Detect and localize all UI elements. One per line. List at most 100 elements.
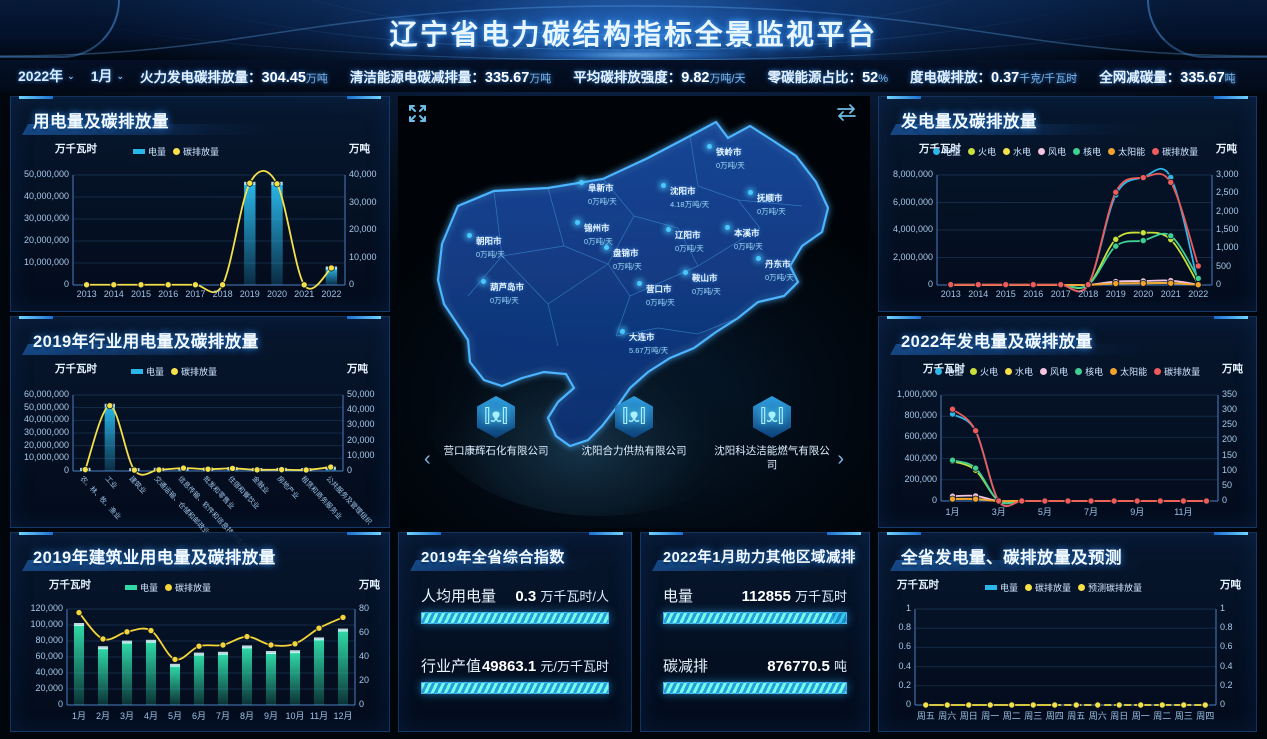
legend-swatch: [1025, 584, 1033, 591]
x-axis-label: 周四: [1196, 711, 1215, 721]
legend-item[interactable]: 碳排放量: [173, 145, 219, 158]
x-axis-label: 2016: [158, 289, 179, 299]
map-city-14[interactable]: 大连市 5.67万吨/天: [620, 327, 668, 356]
idx-label: 碳减排: [663, 658, 709, 675]
y2-axis-tick: 60: [359, 627, 370, 637]
panel-title-generation-2022: 2022年发电量及碳排放量: [879, 323, 1256, 357]
legend-label: 火电: [978, 147, 997, 157]
y-axis-tick: 40,000,000: [23, 414, 69, 425]
company-item-2[interactable]: ⫿ᴥ⫿ 沈阳合力供热有限公司: [574, 396, 694, 472]
legend-label: 碳排放量: [181, 367, 218, 377]
legend-item[interactable]: 电量: [133, 145, 166, 158]
y2-axis-tick: 20,000: [347, 434, 375, 445]
map-city-2[interactable]: 阜新市 0万吨/天: [579, 178, 617, 207]
legend-swatch: [1108, 148, 1116, 155]
y2-axis-unit: 万吨: [347, 363, 368, 375]
swap-icon[interactable]: [837, 104, 856, 121]
y2-axis-tick: 20,000: [349, 224, 377, 234]
carousel-next-button[interactable]: ›: [837, 448, 844, 470]
app-header: 辽宁省电力碳结构指标全景监视平台: [0, 0, 1267, 60]
legend-item[interactable]: 太阳能: [1108, 145, 1145, 158]
carousel-prev-button[interactable]: ‹: [424, 448, 431, 470]
legend-item[interactable]: 电量: [985, 581, 1018, 594]
idx-value: 0.3 万千瓦时/人: [515, 588, 609, 605]
legend-item[interactable]: 风电: [1038, 145, 1066, 158]
y2-axis-tick: 250: [1222, 419, 1238, 430]
legend-item[interactable]: 碳排放量: [171, 365, 217, 378]
map-city-8[interactable]: 本溪市 0万吨/天: [725, 223, 763, 252]
legend-label: 电量: [140, 583, 159, 593]
chart-consumption: 万千瓦时 万吨 0 10,000,000 20,000,000 30,000,000 40,…: [11, 137, 389, 307]
month-value: 1月: [90, 68, 113, 84]
chart-svg: [940, 394, 1219, 508]
y2-axis-tick: 0: [359, 699, 365, 709]
y-axis-tick: 100,000: [30, 619, 63, 629]
y2-axis-tick: 150: [1222, 449, 1238, 460]
legend-item[interactable]: 碳排放量: [1154, 365, 1200, 378]
y-axis-tick: 2,000,000: [892, 251, 933, 262]
legend-item[interactable]: 核电: [1073, 145, 1101, 158]
year-selector[interactable]: 2022年 ⌄: [18, 66, 75, 86]
map-city-3[interactable]: 沈阳市 4.18万吨/天: [661, 181, 710, 210]
legend-swatch: [1075, 368, 1083, 375]
y2-axis-tick: 1: [1220, 603, 1226, 613]
map-city-5[interactable]: 朝阳市 0万吨/天: [467, 231, 505, 260]
company-item-1[interactable]: ⫿ᴥ⫿ 营口康辉石化有限公司: [436, 396, 556, 472]
x-axis-label: 2020: [266, 289, 288, 299]
map-city-12[interactable]: 葫芦岛市 0万吨/天: [481, 277, 524, 306]
fullscreen-icon[interactable]: [408, 104, 427, 123]
y-axis-tick: 800,000: [904, 410, 937, 421]
legend-item[interactable]: 核电: [1075, 365, 1103, 378]
legend-swatch: [1078, 584, 1086, 591]
kpi-value: 335.67: [1180, 70, 1225, 86]
legend-swatch: [131, 369, 143, 374]
legend-swatch: [1152, 148, 1160, 155]
x-axis-label: 2018: [1078, 289, 1099, 299]
idx-label: 电量: [663, 588, 694, 605]
map-city-1[interactable]: 铁岭市 0万吨/天: [707, 142, 745, 171]
map-city-13[interactable]: 营口市 0万吨/天: [637, 279, 675, 308]
legend-item[interactable]: 预测碳排放量: [1078, 581, 1142, 594]
kpi-value: 304.45: [261, 70, 306, 86]
legend-swatch: [171, 368, 179, 375]
chart-construction: 万千瓦时 万吨 0 20,000 40,000 60,000 80,000 100,000 12…: [11, 573, 389, 729]
map-city-10[interactable]: 丹东市 0万吨/天: [756, 254, 794, 283]
legend-item[interactable]: 风电: [1040, 365, 1068, 378]
kpi-unit: 吨: [1224, 73, 1236, 85]
chart-svg: [936, 167, 1213, 293]
legend-item[interactable]: 碳排放量: [165, 581, 211, 594]
map-city-7[interactable]: 辽阳市 0万吨/天: [666, 225, 704, 254]
map-city-value: 4.18万吨/天: [670, 200, 710, 209]
month-selector[interactable]: 1月 ⌄: [91, 66, 124, 86]
chart-forecast: 万千瓦时 万吨 0 0.2 0.4 0.6 0.8 1 0 0.2 0.4 0.6 0.8 1 周五 周六 周日…: [879, 573, 1256, 729]
map-region[interactable]: 铁岭市 0万吨/天阜新市 0万吨/天 沈阳市 4.18万吨/天 抚顺市 0万吨/天朝阳市 0万…: [398, 96, 870, 528]
kpi-1: 火力发电碳排放量：304.45万吨: [140, 66, 328, 86]
legend-item[interactable]: 电量: [933, 145, 961, 158]
legend-item[interactable]: 火电: [970, 365, 998, 378]
kpi-4: 零碳能源占比：52%: [768, 66, 888, 86]
chart-legend: 电量 碳排放量: [133, 145, 219, 158]
legend-item[interactable]: 太阳能: [1110, 365, 1147, 378]
legend-item[interactable]: 碳排放量: [1025, 581, 1071, 594]
map-city-value: 0万吨/天: [675, 244, 704, 253]
legend-item[interactable]: 火电: [968, 145, 996, 158]
map-city-6[interactable]: 锦州市 0万吨/天: [575, 218, 613, 247]
legend-item[interactable]: 水电: [1005, 365, 1033, 378]
legend-item[interactable]: 碳排放量: [1152, 145, 1198, 158]
x-axis-label: 周二: [1002, 711, 1021, 721]
legend-item[interactable]: 电量: [935, 365, 963, 378]
kpi-label: 清洁能源电碳减排量：: [349, 70, 485, 85]
map-city-4[interactable]: 抚顺市 0万吨/天: [748, 188, 786, 217]
company-item-3[interactable]: ⫿ᴥ⫿ 沈阳科达洁能燃气有限公司: [712, 396, 832, 472]
kpi-value: 335.67: [484, 70, 530, 86]
legend-swatch: [933, 148, 940, 155]
x-axis-label: 1月: [71, 711, 86, 721]
y-axis-tick: 0.2: [898, 679, 911, 690]
legend-label: 电量: [146, 367, 165, 377]
map-city-11[interactable]: 鞍山市 0万吨/天: [683, 268, 721, 297]
x-axis-label: 12月: [333, 711, 353, 721]
legend-item[interactable]: 电量: [131, 365, 164, 378]
legend-item[interactable]: 电量: [125, 581, 158, 594]
map-city-9[interactable]: 盘锦市 0万吨/天: [604, 243, 642, 272]
legend-item[interactable]: 水电: [1003, 145, 1031, 158]
